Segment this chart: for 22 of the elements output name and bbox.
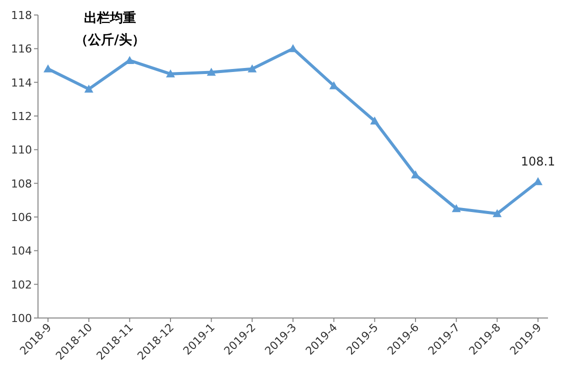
y-tick-label: 116 [11,42,32,56]
data-label: 108.1 [520,154,556,169]
y-tick-label: 118 [11,9,32,22]
point [206,68,216,76]
y-tick-label: 100 [11,312,32,325]
y-tick-label: 114 [11,76,32,90]
point [370,116,380,125]
point [44,64,52,72]
y-tick-label: 104 [11,244,32,258]
point [166,69,175,78]
point [84,84,94,93]
y-tick-label: 106 [11,211,32,224]
point [248,64,257,72]
chart-title: 出栏均重 [84,10,136,26]
y-tick-label: 108 [11,177,32,190]
point [492,209,502,218]
y-tick-label: 102 [11,278,32,292]
point [452,204,461,212]
text: （公斤/头） [75,32,145,48]
point [288,44,298,52]
y-tick-label: 110 [11,144,32,157]
y-tick-label: 112 [11,110,32,123]
